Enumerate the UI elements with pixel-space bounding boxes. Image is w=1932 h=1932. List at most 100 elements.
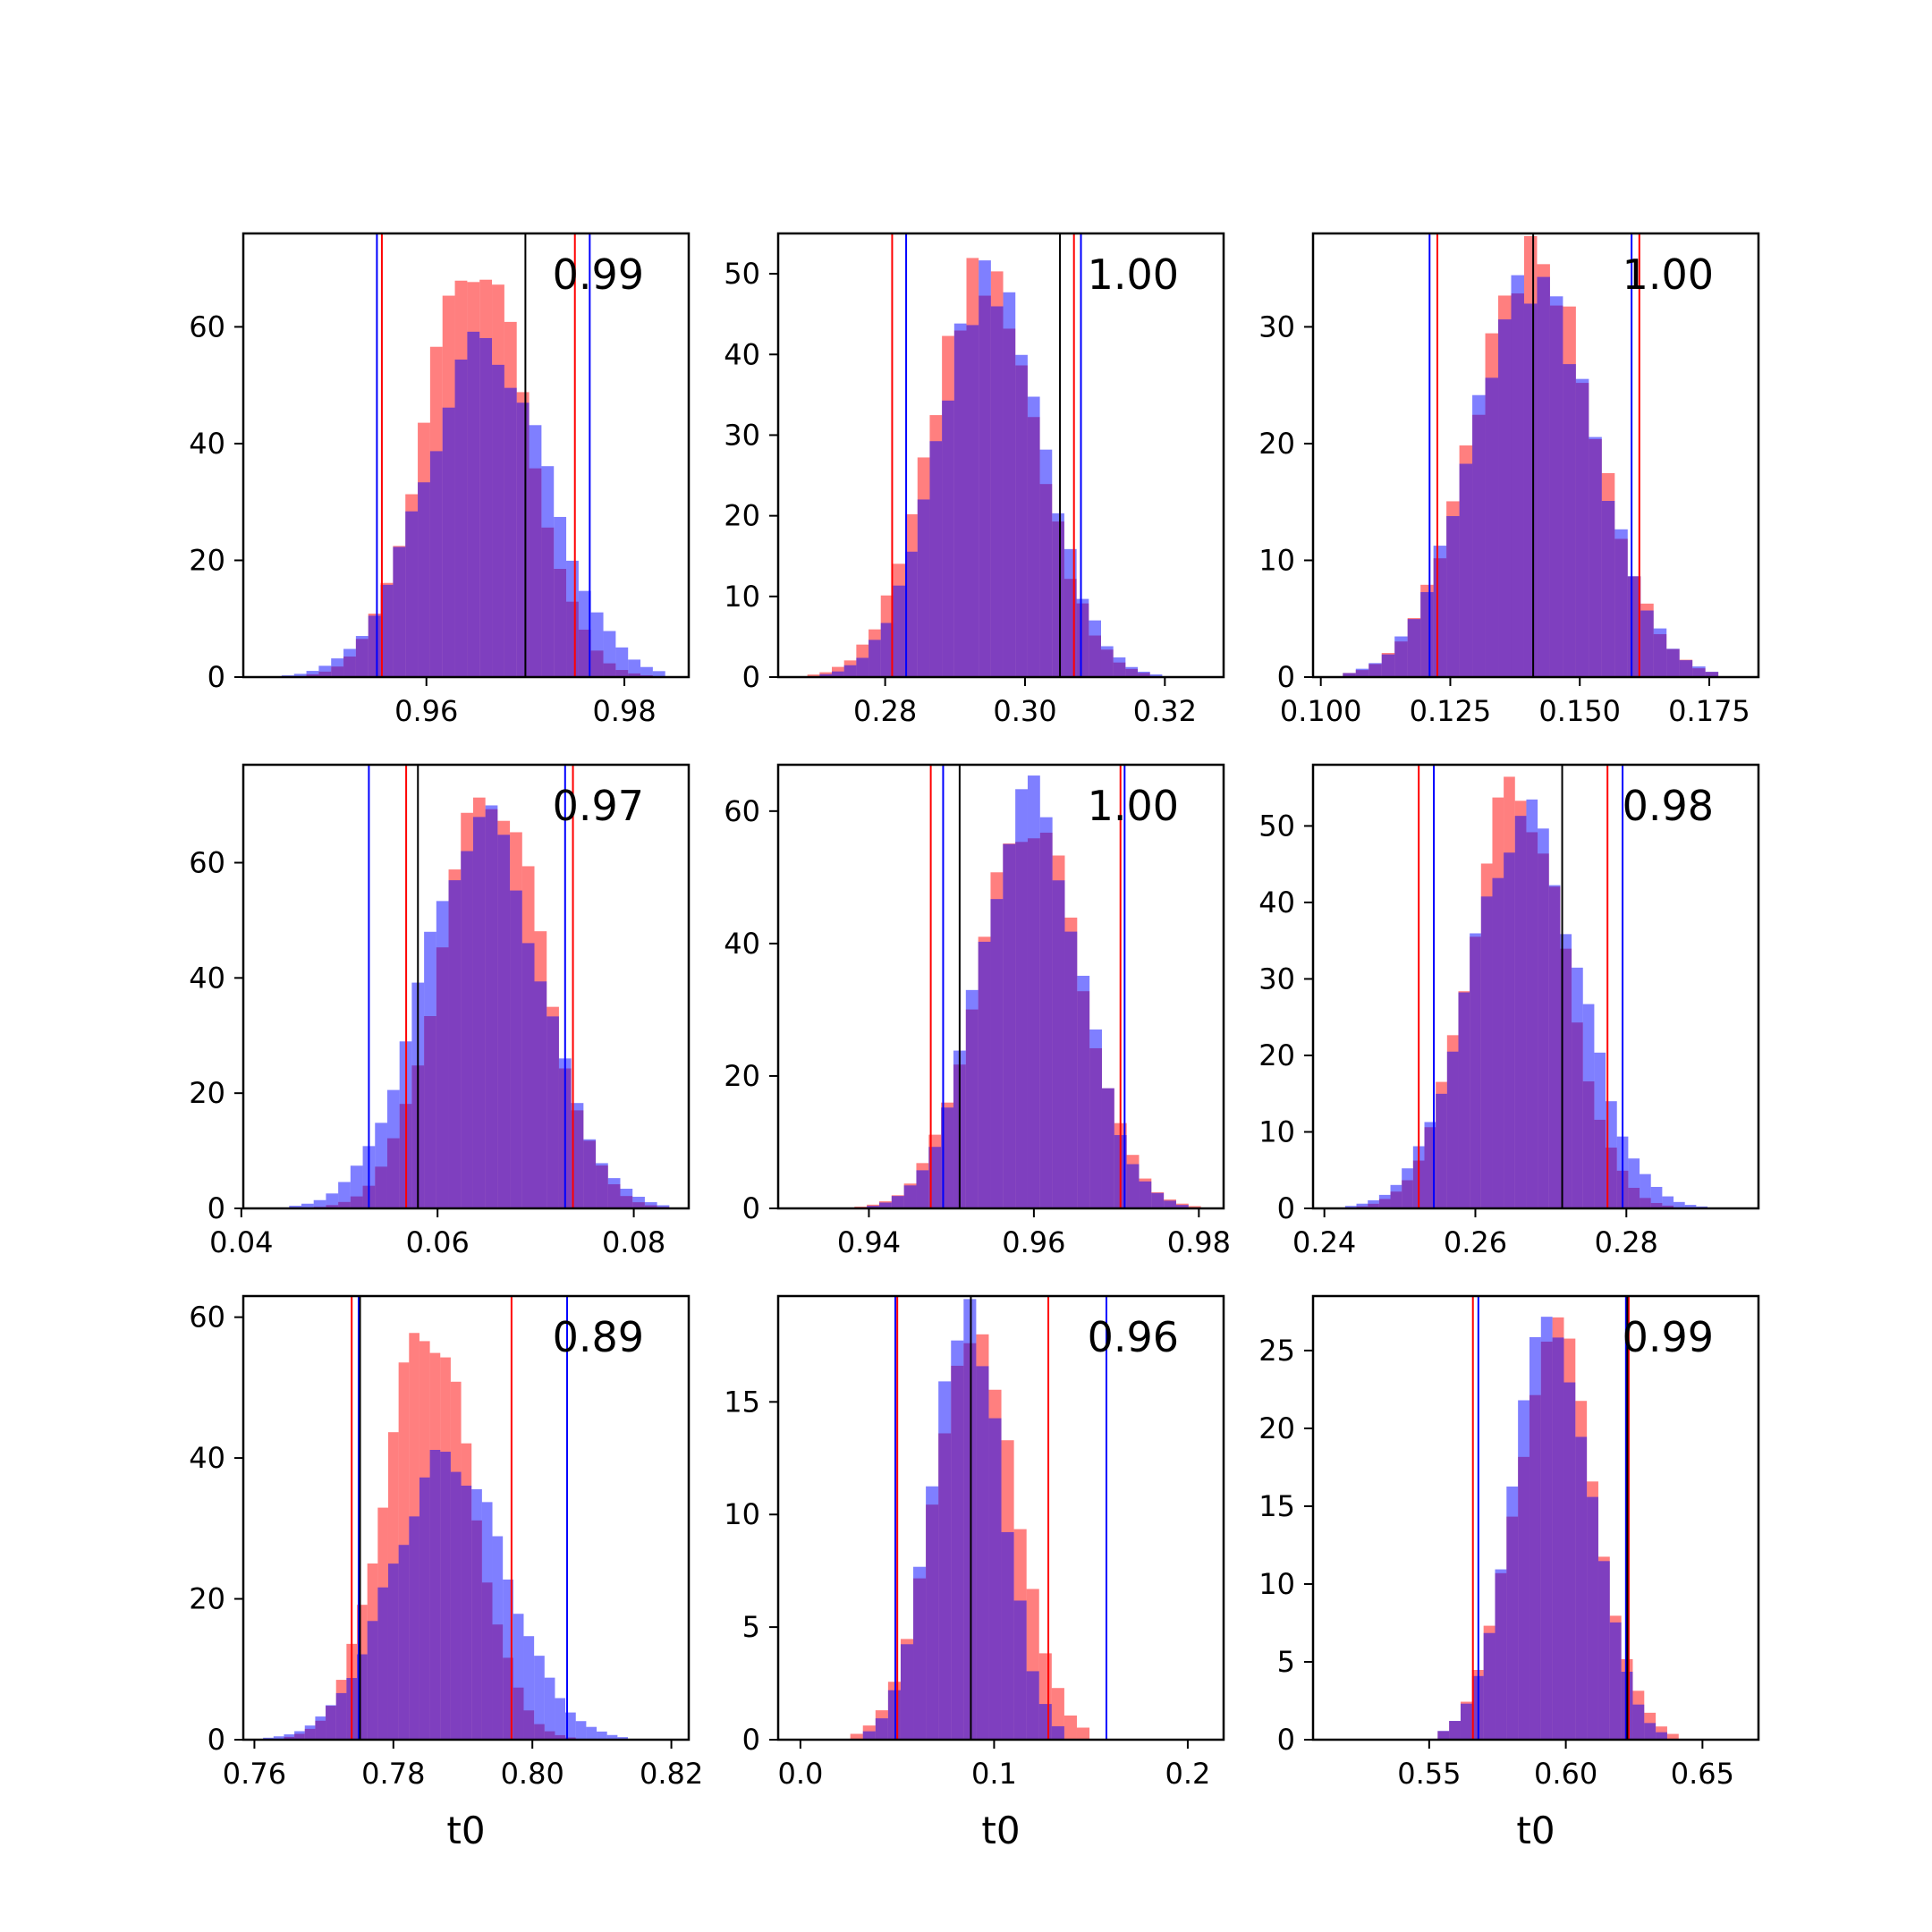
histogram-panel-3: 0.100 0.125 0.150 0.175 0 10 20 30 1.00 bbox=[1258, 232, 1760, 728]
bar-blue bbox=[1653, 628, 1667, 677]
bar-blue bbox=[965, 989, 979, 1208]
axes-frame bbox=[242, 1294, 691, 1741]
bar-blue bbox=[1433, 546, 1447, 677]
bar-blue bbox=[306, 671, 319, 677]
bar-blue bbox=[1458, 992, 1470, 1208]
plot-area bbox=[263, 1296, 629, 1740]
bar-blue bbox=[409, 1516, 419, 1740]
corner-label: 0.99 bbox=[553, 250, 644, 299]
bar-blue bbox=[657, 1205, 670, 1208]
bar-blue bbox=[1575, 1436, 1588, 1740]
bar-blue bbox=[1470, 933, 1481, 1208]
bar-blue bbox=[315, 1716, 326, 1740]
bar-blue bbox=[1563, 1382, 1576, 1740]
bar-blue bbox=[357, 1654, 368, 1740]
bar-blue bbox=[990, 306, 1004, 677]
corner-label: 0.89 bbox=[553, 1313, 644, 1361]
bar-blue bbox=[355, 636, 369, 677]
y-tick-label: 0 bbox=[208, 660, 225, 694]
bar-blue bbox=[450, 1471, 462, 1740]
bar-blue bbox=[472, 817, 486, 1208]
bar-blue bbox=[1003, 843, 1016, 1208]
x-tick-label: 0.150 bbox=[1538, 694, 1621, 728]
bar-blue bbox=[979, 260, 991, 677]
x-tick-label: 0.125 bbox=[1410, 694, 1492, 728]
bar-blue bbox=[1390, 1184, 1402, 1208]
bar-blue bbox=[293, 674, 307, 677]
bar-blue bbox=[368, 615, 381, 677]
bar-blue bbox=[603, 631, 616, 677]
bar-blue bbox=[1628, 1158, 1640, 1208]
bar-blue bbox=[485, 805, 498, 1208]
bar-blue bbox=[1572, 967, 1583, 1208]
bar-blue bbox=[504, 387, 517, 677]
bar-blue bbox=[1480, 896, 1493, 1208]
bar-blue bbox=[1101, 1088, 1114, 1208]
bar-blue bbox=[990, 899, 1004, 1208]
bar-blue bbox=[1151, 1192, 1165, 1208]
x-tick-label: 0.94 bbox=[837, 1225, 901, 1259]
axes-frame bbox=[776, 1294, 1225, 1741]
x-tick-label: 0.1 bbox=[971, 1757, 1017, 1791]
series-blue bbox=[819, 260, 1163, 677]
bar-blue bbox=[1446, 1051, 1459, 1208]
histogram-panel-9: 0.55 0.60 0.65 0 5 10 15 20 25 0.99 t0 bbox=[1258, 1294, 1760, 1852]
histogram-panel-5: 0.94 0.96 0.98 0 20 40 60 1.00 bbox=[724, 763, 1231, 1259]
bar-blue bbox=[1052, 513, 1064, 677]
y-tick-label: 5 bbox=[1277, 1645, 1295, 1679]
bar-blue bbox=[628, 659, 641, 677]
y-tick-label: 15 bbox=[724, 1385, 760, 1419]
bar-blue bbox=[1027, 775, 1040, 1208]
bar-blue bbox=[1538, 828, 1549, 1208]
y-tick-label: 40 bbox=[189, 427, 225, 461]
bar-blue bbox=[1523, 303, 1538, 677]
corner-label: 0.97 bbox=[553, 782, 644, 830]
plot-area bbox=[850, 1296, 1107, 1740]
bar-blue bbox=[523, 1636, 535, 1740]
bar-blue bbox=[1537, 276, 1550, 677]
bar-blue bbox=[1511, 275, 1524, 677]
bar-blue bbox=[869, 640, 881, 677]
plot-area bbox=[289, 765, 670, 1208]
corner-label: 0.99 bbox=[1623, 1313, 1714, 1361]
bar-blue bbox=[367, 1621, 378, 1740]
bar-blue bbox=[405, 511, 419, 677]
y-tick-label: 20 bbox=[189, 1582, 225, 1616]
bar-blue bbox=[1666, 648, 1680, 677]
y-tick-label: 0 bbox=[208, 1723, 225, 1757]
bar-blue bbox=[1126, 1164, 1140, 1208]
bar-blue bbox=[1026, 1671, 1039, 1740]
bar-blue bbox=[393, 547, 406, 677]
x-tick-label: 0.28 bbox=[853, 694, 917, 728]
bar-blue bbox=[893, 585, 906, 677]
bar-blue bbox=[1587, 1496, 1598, 1740]
y-tick-label: 10 bbox=[724, 580, 760, 614]
bar-blue bbox=[380, 584, 394, 677]
bar-blue bbox=[953, 323, 967, 677]
y-tick-label: 10 bbox=[1258, 543, 1295, 577]
y-tick-label: 60 bbox=[189, 1301, 225, 1335]
bar-blue bbox=[1662, 1196, 1674, 1208]
bar-blue bbox=[566, 560, 579, 677]
bar-blue bbox=[429, 1449, 441, 1740]
bar-blue bbox=[620, 1189, 633, 1208]
bar-blue bbox=[1407, 619, 1421, 677]
bar-blue bbox=[440, 1452, 451, 1740]
bar-blue bbox=[878, 1202, 892, 1208]
bar-blue bbox=[929, 441, 943, 677]
x-tick-label: 0.98 bbox=[1167, 1225, 1231, 1259]
bar-blue bbox=[966, 325, 979, 677]
bar-blue bbox=[1175, 1205, 1189, 1208]
bar-blue bbox=[891, 1196, 904, 1208]
bar-red bbox=[1188, 1206, 1201, 1208]
bar-blue bbox=[856, 657, 869, 677]
bar-blue bbox=[350, 1165, 363, 1208]
bar-blue bbox=[1526, 799, 1538, 1208]
bar-blue bbox=[492, 364, 504, 677]
bar-blue bbox=[1039, 449, 1053, 677]
y-tick-label: 0 bbox=[742, 1191, 760, 1225]
bar-blue bbox=[880, 623, 894, 677]
x-tick-label: 0.76 bbox=[223, 1757, 286, 1791]
y-tick-label: 50 bbox=[724, 257, 760, 291]
corner-label: 0.96 bbox=[1088, 1313, 1179, 1361]
